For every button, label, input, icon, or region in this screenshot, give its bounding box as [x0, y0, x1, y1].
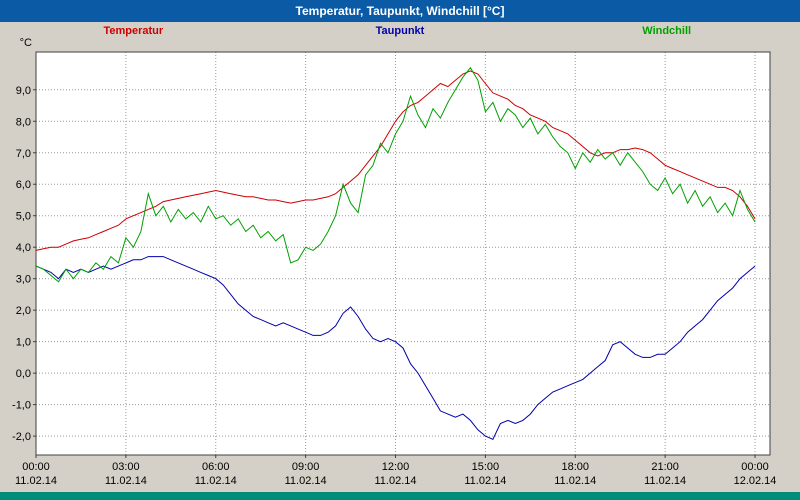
series-taupunkt-line — [35, 256, 756, 440]
y-axis-label: 3,0 — [16, 274, 31, 286]
series-temperatur-line — [35, 70, 756, 251]
x-axis-date-label: 11.02.14 — [375, 475, 417, 487]
legend-item-windchill: Windchill — [642, 25, 692, 37]
x-axis-time-label: 21:00 — [651, 461, 679, 473]
y-axis-label: 8,0 — [16, 116, 31, 128]
bottom-status-bar — [0, 492, 800, 500]
plot-border — [35, 51, 771, 456]
x-axis-date-label: 11.02.14 — [464, 475, 506, 487]
x-axis-date-label: 12.02.14 — [734, 475, 777, 487]
y-axis-unit-label: °C — [20, 37, 32, 49]
legend-item-temperatur: Temperatur — [103, 25, 164, 37]
legend-item-taupunkt: Taupunkt — [375, 25, 425, 37]
y-axis-label: -1,0 — [12, 400, 31, 412]
chart-legend: Temperatur Taupunkt Windchill — [0, 25, 800, 40]
y-axis-label: 0,0 — [16, 368, 31, 380]
plot-area — [36, 52, 770, 455]
x-axis-date-label: 11.02.14 — [554, 475, 596, 487]
y-axis-label: 4,0 — [16, 242, 31, 254]
x-axis-time-label: 15:00 — [472, 461, 500, 473]
y-axis-label: 2,0 — [16, 305, 31, 317]
x-axis-time-label: 09:00 — [292, 461, 320, 473]
y-axis-label: 5,0 — [16, 211, 31, 223]
window-title: Temperatur, Taupunkt, Windchill [°C] — [295, 4, 505, 18]
x-axis-time-label: 00:00 — [22, 461, 50, 473]
x-axis-date-label: 11.02.14 — [15, 475, 57, 487]
y-axis-label: -2,0 — [12, 431, 31, 443]
y-axis-label: 7,0 — [16, 148, 31, 160]
chart-canvas: 9,0 8,0 7,0 6,0 5,0 4,0 3,0 2,0 1,0 0,0 -1,0 -2,0 °C… — [12, 37, 777, 487]
y-axis-label: 9,0 — [16, 85, 31, 97]
x-axis-time-label: 06:00 — [202, 461, 230, 473]
x-axis-date-label: 11.02.14 — [105, 475, 147, 487]
x-axis-time-label: 12:00 — [382, 461, 410, 473]
x-axis-date-label: 11.02.14 — [644, 475, 686, 487]
series-windchill-line — [35, 66, 756, 283]
y-axis-label: 6,0 — [16, 179, 31, 191]
y-axis-label: 1,0 — [16, 337, 31, 349]
x-axis-date-label: 11.02.14 — [285, 475, 327, 487]
x-axis-time-label: 18:00 — [561, 461, 589, 473]
x-axis-date-label: 11.02.14 — [195, 475, 237, 487]
x-axis-time-label: 03:00 — [112, 461, 140, 473]
x-axis-time-label: 00:00 — [741, 461, 769, 473]
window-titlebar: Temperatur, Taupunkt, Windchill [°C] — [0, 0, 800, 22]
